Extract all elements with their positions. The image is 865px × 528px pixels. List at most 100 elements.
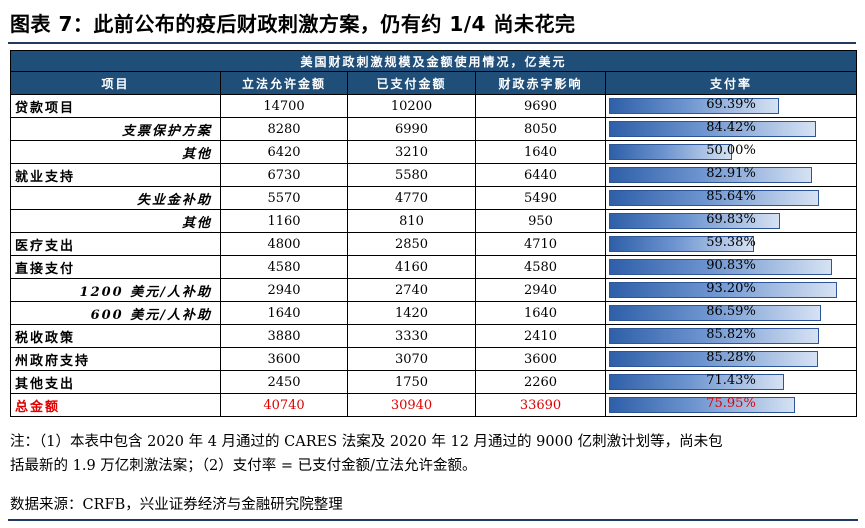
- payment-rate-bar: [609, 374, 784, 390]
- payment-rate-cell: 85.64%: [604, 186, 858, 210]
- item-name: 税收政策: [10, 324, 221, 348]
- payment-rate-value: 86.59%: [706, 304, 756, 319]
- payment-rate-bar: [609, 305, 822, 321]
- deficit-impact: 8050: [475, 117, 606, 141]
- payment-rate-bar: [609, 190, 819, 206]
- note-line-2: 括最新的 1.9 万亿刺激法案；（2）支付率 = 已支付金额/立法允许金额。: [10, 458, 477, 474]
- authorized-amount: 14700: [220, 94, 348, 118]
- authorized-amount: 6730: [220, 163, 348, 187]
- header-item: 项目: [10, 71, 221, 95]
- item-name: 1200 美元/人补助: [10, 278, 221, 302]
- payment-rate-bar: [609, 351, 818, 367]
- payment-rate-cell: 90.83%: [604, 255, 858, 279]
- header-deficit: 财政赤字影响: [475, 71, 606, 95]
- payment-rate-value: 84.42%: [706, 120, 756, 135]
- paid-amount: 6990: [347, 117, 476, 141]
- item-name: 600 美元/人补助: [10, 301, 221, 325]
- authorized-amount: 40740: [220, 393, 348, 417]
- authorized-amount: 2450: [220, 370, 348, 394]
- paid-amount: 30940: [347, 393, 476, 417]
- deficit-impact: 1640: [475, 140, 606, 164]
- deficit-impact: 6440: [475, 163, 606, 187]
- payment-rate-value: 85.64%: [706, 189, 756, 204]
- deficit-impact: 2260: [475, 370, 606, 394]
- deficit-impact: 4710: [475, 232, 606, 256]
- payment-rate-bar: [609, 167, 813, 183]
- payment-rate-value: 69.39%: [706, 97, 756, 112]
- item-name: 医疗支出: [10, 232, 221, 256]
- deficit-impact: 5490: [475, 186, 606, 210]
- payment-rate-value: 85.82%: [706, 327, 756, 342]
- payment-rate-bar: [609, 213, 781, 229]
- total-row: 总金额 40740 30940 33690 75.95%: [10, 393, 858, 417]
- payment-rate-cell: 71.43%: [604, 370, 858, 394]
- deficit-impact: 4580: [475, 255, 606, 279]
- header-authorized: 立法允许金额: [220, 71, 348, 95]
- table-row: 直接支付 4580 4160 4580 90.83%: [10, 255, 858, 279]
- deficit-impact: 33690: [475, 393, 606, 417]
- payment-rate-value: 85.28%: [706, 350, 756, 365]
- paid-amount: 3070: [347, 347, 476, 371]
- paid-amount: 5580: [347, 163, 476, 187]
- paid-amount: 2850: [347, 232, 476, 256]
- table-row: 贷款项目 14700 10200 9690 69.39%: [10, 94, 858, 118]
- table-row: 600 美元/人补助 1640 1420 1640 86.59%: [10, 301, 858, 325]
- table-row: 其他 6420 3210 1640 50.00%: [10, 140, 858, 164]
- paid-amount: 3210: [347, 140, 476, 164]
- notes: 注：（1）本表中包含 2020 年 4 月通过的 CARES 法案及 2020 …: [10, 430, 860, 478]
- payment-rate-value: 75.95%: [706, 396, 756, 411]
- item-name: 贷款项目: [10, 94, 221, 118]
- payment-rate-bar: [609, 121, 816, 137]
- item-name: 就业支持: [10, 163, 221, 187]
- payment-rate-bar: [609, 144, 732, 160]
- payment-rate-cell: 85.28%: [604, 347, 858, 371]
- table-row: 1200 美元/人补助 2940 2740 2940 93.20%: [10, 278, 858, 302]
- authorized-amount: 3600: [220, 347, 348, 371]
- deficit-impact: 950: [475, 209, 606, 233]
- payment-rate-value: 59.38%: [706, 235, 756, 250]
- payment-rate-bar: [609, 328, 820, 344]
- payment-rate-value: 82.91%: [706, 166, 756, 181]
- table-body: 贷款项目 14700 10200 9690 69.39% 支票保护方案 8280 6990 80…: [10, 94, 858, 417]
- paid-amount: 2740: [347, 278, 476, 302]
- item-name: 州政府支持: [10, 347, 221, 371]
- paid-amount: 4160: [347, 255, 476, 279]
- title-rule: [8, 42, 856, 44]
- table-row: 失业金补助 5570 4770 5490 85.64%: [10, 186, 858, 210]
- payment-rate-cell: 84.42%: [604, 117, 858, 141]
- deficit-impact: 1640: [475, 301, 606, 325]
- authorized-amount: 1640: [220, 301, 348, 325]
- deficit-impact: 2940: [475, 278, 606, 302]
- table-super-header: 美国财政刺激规模及金额使用情况，亿美元: [9, 50, 858, 72]
- paid-amount: 1750: [347, 370, 476, 394]
- data-source: 数据来源：CRFB，兴业证券经济与金融研究院整理: [10, 497, 343, 513]
- payment-rate-value: 90.83%: [706, 258, 756, 273]
- payment-rate-cell: 85.82%: [604, 324, 858, 348]
- paid-amount: 3330: [347, 324, 476, 348]
- payment-rate-cell: 50.00%: [604, 140, 858, 164]
- note-line-1: 注：（1）本表中包含 2020 年 4 月通过的 CARES 法案及 2020 …: [10, 434, 723, 450]
- payment-rate-bar: [609, 397, 796, 413]
- authorized-amount: 6420: [220, 140, 348, 164]
- authorized-amount: 4800: [220, 232, 348, 256]
- authorized-amount: 3880: [220, 324, 348, 348]
- authorized-amount: 5570: [220, 186, 348, 210]
- payment-rate-cell: 82.91%: [604, 163, 858, 187]
- authorized-amount: 8280: [220, 117, 348, 141]
- item-name: 总金额: [10, 393, 221, 417]
- payment-rate-cell: 69.83%: [604, 209, 858, 233]
- payment-rate-value: 71.43%: [706, 373, 756, 388]
- deficit-impact: 9690: [475, 94, 606, 118]
- table-row: 其他支出 2450 1750 2260 71.43%: [10, 370, 858, 394]
- table-row: 税收政策 3880 3330 2410 85.82%: [10, 324, 858, 348]
- bottom-rule: [8, 519, 858, 521]
- payment-rate-cell: 86.59%: [604, 301, 858, 325]
- table-row: 其他 1160 810 950 69.83%: [10, 209, 858, 233]
- item-name: 失业金补助: [10, 186, 221, 210]
- table-row: 就业支持 6730 5580 6440 82.91%: [10, 163, 858, 187]
- header-paid: 已支付金额: [347, 71, 476, 95]
- payment-rate-cell: 59.38%: [604, 232, 858, 256]
- table-row: 州政府支持 3600 3070 3600 85.28%: [10, 347, 858, 371]
- item-name: 其他: [10, 209, 221, 233]
- payment-rate-cell: 75.95%: [604, 393, 858, 417]
